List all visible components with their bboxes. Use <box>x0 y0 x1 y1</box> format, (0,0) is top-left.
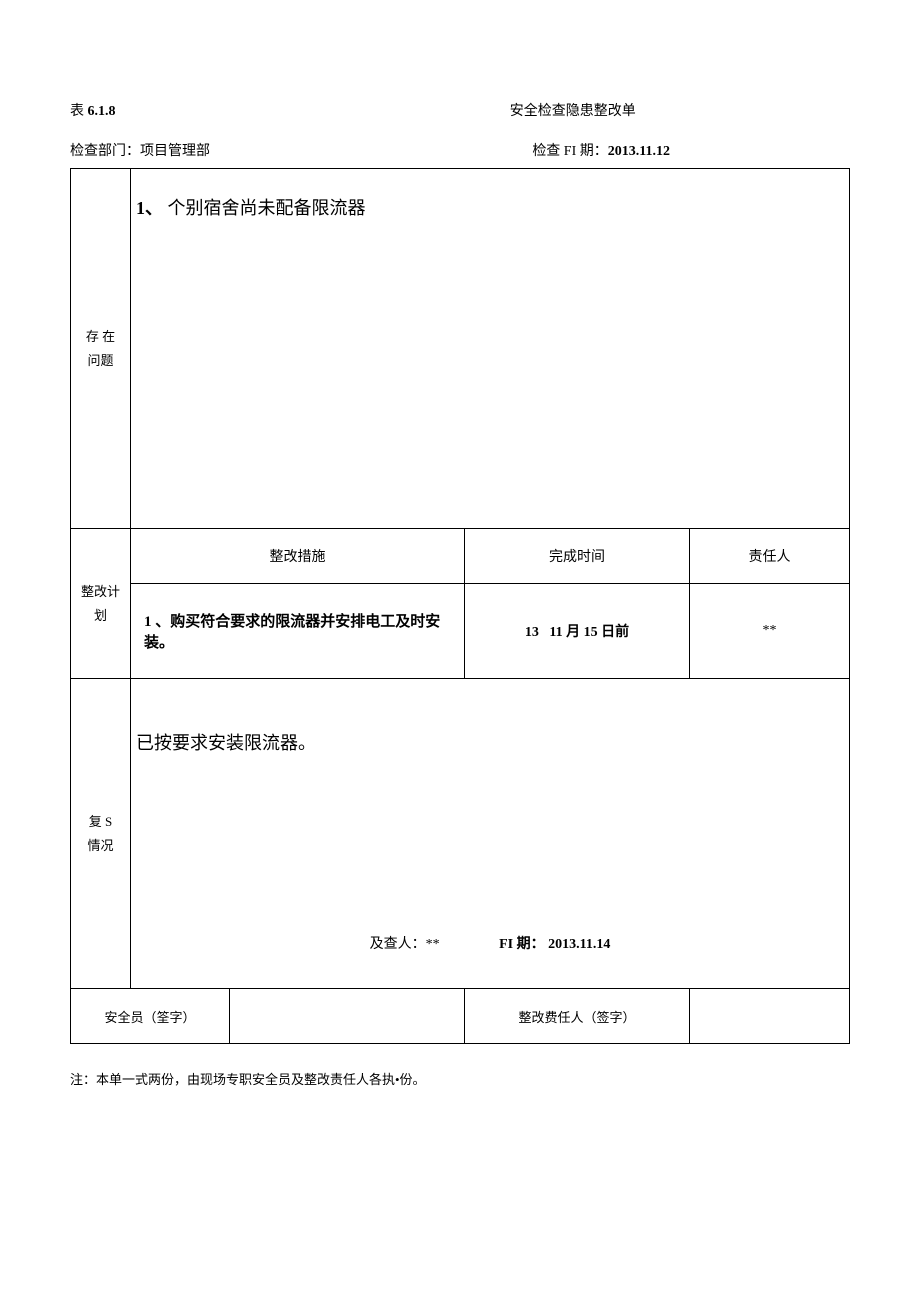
inspect-dept: 检查部门：项目管理部 <box>70 140 210 160</box>
inspector-label: 及查人： <box>370 937 426 952</box>
responsible-sign-label: 整改费任人（签字） <box>465 989 690 1044</box>
review-date-value: 2013.11.14 <box>548 937 610 952</box>
col-responsible: 责任人 <box>690 529 850 584</box>
time-text: 11 月 15 日前 <box>549 625 629 640</box>
safety-sign-label: 安全员（筌字） <box>71 989 230 1044</box>
problem-item-num: 1、 <box>136 198 163 218</box>
problems-text: 1、 个别宿舍尚未配备限流器 <box>136 194 844 220</box>
inspector-value: ** <box>426 937 440 952</box>
review-date-label: FI 期： <box>499 937 545 952</box>
measures-text: 1 、购买符合要求的限流器并安排电工及时安装。 <box>139 610 456 652</box>
col-measures: 整改措施 <box>131 529 465 584</box>
dept-value: 项目管理部 <box>140 144 210 159</box>
problems-label: 存 在 问题 <box>71 169 131 529</box>
footnote: 注：本单一式两份，由现场专职安全员及整改责任人各执•份。 <box>70 1069 850 1088</box>
date-label: 检查 FI 期： <box>532 144 607 159</box>
time-prefix: 13 <box>525 625 539 640</box>
plan-label: 整改计划 <box>71 529 131 679</box>
date-value: 2013.11.12 <box>608 144 670 159</box>
col-time: 完成时间 <box>465 529 690 584</box>
rectification-table: 存 在 问题 1、 个别宿舍尚未配备限流器 整改计划 整改措施 完成时间 责任人… <box>70 168 850 1044</box>
review-text: 已按要求安装限流器。 <box>136 729 844 755</box>
time-cell: 13 11 月 15 日前 <box>465 584 690 679</box>
measures-cell: 1 、购买符合要求的限流器并安排电工及时安装。 <box>131 584 465 679</box>
table-number: 表 6.1.8 <box>70 100 116 120</box>
inspect-date: 检查 FI 期：2013.11.12 <box>532 140 850 160</box>
review-cell: 已按要求安装限流器。 及查人：** FI 期： 2013.11.14 <box>131 679 850 989</box>
problems-cell: 1、 个别宿舍尚未配备限流器 <box>131 169 850 529</box>
responsible-sign-value <box>690 989 850 1044</box>
responsible-cell: ** <box>690 584 850 679</box>
safety-sign-value <box>230 989 465 1044</box>
review-label: 复 S 情况 <box>71 679 131 989</box>
dept-label: 检查部门： <box>70 144 140 159</box>
review-footer: 及查人：** FI 期： 2013.11.14 <box>131 933 849 953</box>
table-num-value: 6.1.8 <box>88 104 116 119</box>
problem-item-text: 个别宿舍尚未配备限流器 <box>168 198 366 218</box>
table-prefix: 表 <box>70 104 84 119</box>
document-title: 安全检查隐患整改单 <box>116 100 851 120</box>
